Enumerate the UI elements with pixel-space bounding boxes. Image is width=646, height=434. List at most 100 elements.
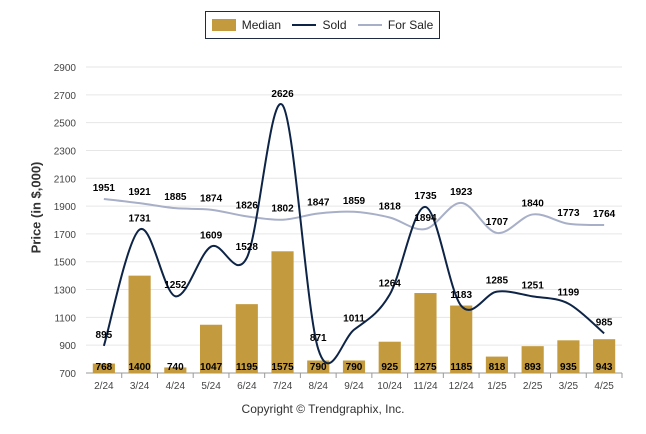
- data-label-median: 1047: [200, 362, 223, 373]
- bar-median: [378, 341, 401, 373]
- data-label-median: 790: [310, 362, 327, 373]
- data-label-sold: 985: [596, 317, 613, 328]
- x-tick-label: 11/24: [413, 381, 438, 392]
- bar-median: [199, 324, 223, 373]
- bar-median: [342, 360, 366, 373]
- data-label-for-sale: 1826: [236, 200, 259, 211]
- data-label-sold: 871: [310, 333, 327, 344]
- y-tick-label: 2300: [54, 146, 77, 157]
- data-label-for-sale: 1847: [307, 197, 330, 208]
- line-sold: [102, 103, 605, 365]
- legend-label-median: Median: [241, 18, 282, 32]
- bar-median: [128, 275, 151, 373]
- x-tick-label: 12/24: [449, 381, 474, 392]
- bar-median: [521, 346, 544, 373]
- y-tick-label: 1500: [54, 258, 77, 269]
- x-tick-label: 2/24: [94, 381, 114, 392]
- data-label-sold: 895: [96, 330, 113, 341]
- data-label-median: 790: [346, 362, 363, 373]
- x-tick-label: 9/24: [344, 381, 364, 392]
- data-label-for-sale: 1859: [343, 196, 366, 207]
- data-label-sold: 1528: [236, 242, 259, 253]
- y-tick-label: 1700: [54, 230, 77, 241]
- data-label-median: 818: [489, 362, 506, 373]
- data-label-for-sale: 1764: [593, 209, 616, 220]
- data-label-median: 925: [381, 362, 398, 373]
- data-label-for-sale: 1707: [486, 217, 509, 228]
- legend-label-forsale: For Sale: [387, 18, 434, 32]
- data-label-for-sale: 1802: [271, 204, 294, 215]
- x-tick-label: 1/25: [487, 381, 507, 392]
- data-label-sold: 1735: [414, 191, 437, 202]
- y-tick-label: 2900: [54, 63, 77, 74]
- x-tick-label: 5/24: [201, 381, 221, 392]
- data-label-for-sale: 1874: [200, 194, 223, 205]
- data-label-median: 893: [524, 362, 541, 373]
- data-label-median: 768: [96, 362, 113, 373]
- data-label-median: 740: [167, 362, 184, 373]
- data-label-median: 935: [560, 362, 577, 373]
- data-label-for-sale: 1818: [379, 201, 402, 212]
- legend-swatch-forsale: [357, 24, 382, 26]
- x-tick-label: 3/24: [130, 381, 150, 392]
- y-tick-label: 2100: [54, 174, 77, 185]
- legend-item-median[interactable]: Median: [211, 18, 282, 32]
- data-label-for-sale: 1951: [93, 183, 116, 194]
- legend-swatch-median: [211, 19, 236, 31]
- bar-median: [593, 339, 616, 373]
- data-label-median: 1185: [450, 362, 472, 373]
- data-label-for-sale: 1773: [557, 208, 580, 219]
- data-label-sold: 1183: [450, 290, 472, 301]
- y-tick-label: 2500: [54, 119, 77, 130]
- legend-item-forsale[interactable]: For Sale: [357, 18, 434, 32]
- data-label-sold: 2626: [271, 89, 294, 100]
- bar-median: [92, 363, 115, 373]
- data-label-for-sale: 1894: [414, 213, 437, 224]
- data-label-median: 1275: [414, 362, 437, 373]
- data-label-sold: 1251: [522, 280, 545, 291]
- bar-median: [307, 360, 330, 373]
- bar-median: [271, 251, 294, 373]
- data-label-for-sale: 1923: [450, 187, 473, 198]
- data-label-median: 943: [596, 362, 613, 373]
- y-tick-label: 700: [59, 369, 76, 380]
- y-tick-label: 1900: [54, 202, 77, 213]
- y-tick-label: 900: [59, 341, 76, 352]
- bar-median: [414, 293, 437, 373]
- data-label-for-sale: 1921: [128, 187, 151, 198]
- data-label-median: 1400: [128, 362, 151, 373]
- legend-item-sold[interactable]: Sold: [292, 18, 347, 32]
- x-tick-label: 10/24: [377, 381, 402, 392]
- data-label-for-sale: 1885: [164, 192, 187, 203]
- bar-median: [235, 304, 258, 373]
- x-tick-label: 8/24: [309, 381, 329, 392]
- y-tick-label: 1100: [54, 313, 76, 324]
- bar-median: [485, 356, 509, 373]
- data-label-median: 1575: [271, 362, 294, 373]
- legend: Median Sold For Sale: [205, 11, 440, 39]
- data-label-sold: 1199: [558, 288, 580, 299]
- legend-swatch-sold: [292, 24, 317, 26]
- data-label-sold: 1252: [164, 280, 187, 291]
- line-for-sale: [103, 198, 605, 234]
- bar-median: [164, 367, 187, 373]
- legend-label-sold: Sold: [322, 18, 347, 32]
- bar-median: [450, 305, 473, 373]
- data-label-sold: 1011: [343, 314, 365, 325]
- x-tick-label: 4/24: [166, 381, 186, 392]
- data-label-median: 1195: [236, 362, 258, 373]
- y-tick-label: 1300: [54, 286, 77, 297]
- data-label-for-sale: 1840: [522, 198, 545, 209]
- bar-median: [557, 340, 580, 373]
- y-tick-label: 2700: [54, 91, 77, 102]
- data-label-sold: 1609: [200, 231, 223, 242]
- x-tick-label: 4/25: [594, 381, 614, 392]
- data-label-sold: 1285: [486, 276, 509, 287]
- data-label-sold: 1264: [379, 279, 402, 290]
- x-tick-label: 3/25: [559, 381, 579, 392]
- y-axis-title: Price (in $,000): [28, 161, 44, 254]
- x-tick-label: 2/25: [523, 381, 543, 392]
- data-label-sold: 1731: [128, 214, 151, 225]
- x-tick-label: 7/24: [273, 381, 293, 392]
